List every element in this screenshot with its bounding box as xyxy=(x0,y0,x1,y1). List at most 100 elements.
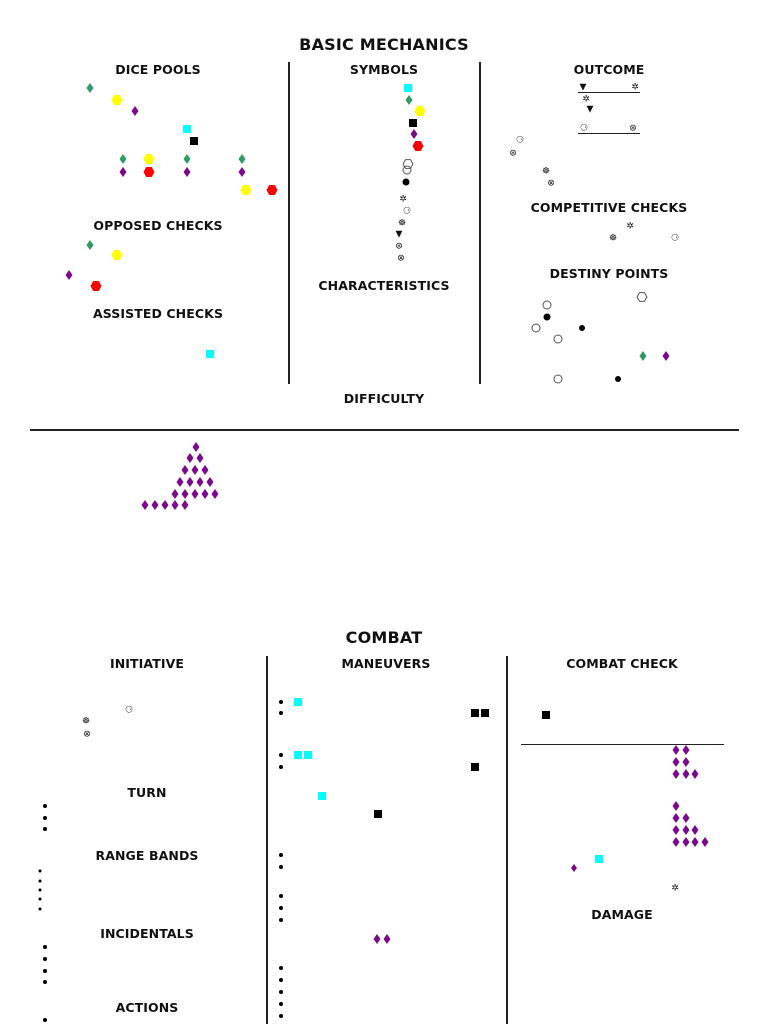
ability-die-icon xyxy=(405,95,413,105)
combat-check-rule xyxy=(521,744,724,745)
heading-destiny-points: DESTINY POINTS xyxy=(549,266,669,281)
bullet-icon xyxy=(43,804,47,808)
setback-die-icon xyxy=(471,709,479,717)
heading-competitive-checks: COMPETITIVE CHECKS xyxy=(530,200,688,215)
difficulty-die-icon xyxy=(186,453,194,463)
heading-characteristics: CHARACTERISTICS xyxy=(318,278,450,293)
ability-die-icon xyxy=(86,240,94,250)
bullet-icon xyxy=(38,907,42,911)
difficulty-die-icon xyxy=(672,801,680,811)
difficulty-die-icon xyxy=(682,757,690,767)
column-divider-left xyxy=(288,62,290,384)
bullet-icon xyxy=(279,966,283,970)
difficulty-die-icon xyxy=(119,167,127,177)
success-symbol-icon: ✲ xyxy=(671,883,679,894)
outcome-rule-bottom xyxy=(578,133,640,134)
proficiency-die-icon xyxy=(111,250,123,260)
boost-die-icon xyxy=(294,751,302,759)
difficulty-die-icon xyxy=(238,167,246,177)
light-side-icon xyxy=(542,300,552,310)
triumph-symbol-icon: ☸ xyxy=(397,218,407,229)
bullet-icon xyxy=(279,906,283,910)
difficulty-die-icon xyxy=(691,825,699,835)
difficulty-die-icon xyxy=(211,489,219,499)
heading-range-bands: RANGE BANDS xyxy=(95,848,199,863)
difficulty-die-icon xyxy=(171,489,179,499)
success-symbol-icon: ✲ xyxy=(626,221,634,232)
boost-die-icon xyxy=(595,855,603,863)
setback-die-icon xyxy=(409,119,417,127)
difficulty-die-icon xyxy=(691,769,699,779)
difficulty-die-icon xyxy=(151,500,159,510)
heading-actions: ACTIONS xyxy=(115,1000,179,1015)
column-divider-right xyxy=(479,62,481,384)
bullet-icon xyxy=(279,865,283,869)
success-symbol-icon: ✲ xyxy=(399,194,407,205)
outcome-rule-top xyxy=(578,92,640,93)
dark-side-icon xyxy=(402,178,410,186)
difficulty-die-icon xyxy=(161,500,169,510)
triumph-symbol-icon: ☸ xyxy=(608,233,618,244)
bullet-icon xyxy=(279,978,283,982)
dark-side-icon xyxy=(579,325,585,331)
heading-symbols: SYMBOLS xyxy=(349,62,419,77)
challenge-die-icon xyxy=(90,281,102,291)
success-symbol-icon: ✲ xyxy=(631,82,639,93)
triumph-symbol-icon: ☸ xyxy=(81,716,91,727)
proficiency-die-icon xyxy=(240,185,252,195)
bullet-icon xyxy=(43,945,47,949)
bullet-icon xyxy=(279,853,283,857)
triumph-symbol-icon: ☸ xyxy=(541,166,551,177)
bullet-icon xyxy=(279,894,283,898)
bullet-icon xyxy=(279,990,283,994)
difficulty-die-icon xyxy=(383,934,391,944)
heading-incidentals: INCIDENTALS xyxy=(100,926,194,941)
heading-outcome: OUTCOME xyxy=(573,62,645,77)
advantage-symbol-icon: ⚆ xyxy=(124,705,134,716)
difficulty-die-icon xyxy=(682,769,690,779)
setback-die-icon xyxy=(190,137,198,145)
advantage-symbol-icon: ⚆ xyxy=(579,123,589,134)
difficulty-die-icon xyxy=(171,500,179,510)
setback-die-icon xyxy=(542,711,550,719)
difficulty-die-icon xyxy=(196,477,204,487)
difficulty-die-icon xyxy=(672,813,680,823)
bullet-icon xyxy=(279,753,283,757)
difficulty-die-icon xyxy=(672,837,680,847)
challenge-die-icon xyxy=(412,141,424,151)
failure-symbol-icon: ▼ xyxy=(579,82,587,93)
difficulty-die-icon xyxy=(192,442,200,452)
bullet-icon xyxy=(38,888,42,892)
bullet-icon xyxy=(279,1014,283,1018)
setback-die-icon xyxy=(481,709,489,717)
difficulty-die-icon xyxy=(571,864,577,872)
bullet-icon xyxy=(43,827,47,831)
despair-symbol-icon: ⊗ xyxy=(83,729,91,740)
difficulty-die-icon xyxy=(672,825,680,835)
bullet-icon xyxy=(279,918,283,922)
difficulty-die-icon xyxy=(701,837,709,847)
heading-opposed-checks: OPPOSED CHECKS xyxy=(93,218,223,233)
combat-divider-right xyxy=(506,656,508,1024)
proficiency-die-icon xyxy=(414,106,426,116)
threat-symbol-icon: ⊛ xyxy=(395,241,403,252)
bullet-icon xyxy=(43,969,47,973)
difficulty-die-icon xyxy=(191,489,199,499)
proficiency-die-icon xyxy=(143,154,155,164)
failure-symbol-icon: ▼ xyxy=(586,104,594,115)
difficulty-die-icon xyxy=(682,825,690,835)
success-symbol-icon: ✲ xyxy=(582,94,590,105)
difficulty-die-icon xyxy=(682,813,690,823)
difficulty-die-icon xyxy=(682,837,690,847)
challenge-die-icon xyxy=(266,185,278,195)
advantage-symbol-icon: ⚆ xyxy=(670,233,680,244)
force-die-icon xyxy=(636,287,648,302)
difficulty-die-icon xyxy=(196,453,204,463)
boost-die-icon xyxy=(206,350,214,358)
difficulty-die-icon xyxy=(201,465,209,475)
difficulty-die-icon xyxy=(181,489,189,499)
despair-symbol-icon: ⊗ xyxy=(547,178,555,189)
bullet-icon xyxy=(279,765,283,769)
difficulty-die-icon xyxy=(662,351,670,361)
section-title-basic-mechanics: BASIC MECHANICS xyxy=(299,35,469,54)
